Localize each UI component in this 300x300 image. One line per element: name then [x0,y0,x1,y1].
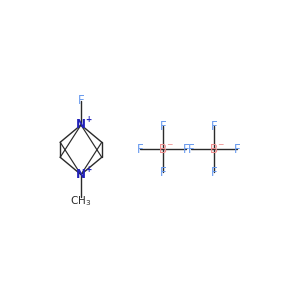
Text: F: F [211,166,217,179]
Text: CH$_3$: CH$_3$ [70,194,92,208]
Text: B: B [210,143,218,156]
Text: N: N [76,118,86,131]
Text: F: F [160,166,166,179]
Text: −: − [166,140,172,149]
Text: F: F [188,143,194,156]
Text: F: F [234,143,240,156]
Text: F: F [160,120,166,133]
Text: F: F [136,143,143,156]
Text: F: F [211,120,217,133]
Text: N: N [76,168,86,181]
Text: F: F [78,94,84,107]
Text: B: B [159,143,167,156]
Text: F: F [183,143,189,156]
Text: +: + [85,165,91,174]
Text: +: + [85,116,91,124]
Text: −: − [217,140,224,149]
